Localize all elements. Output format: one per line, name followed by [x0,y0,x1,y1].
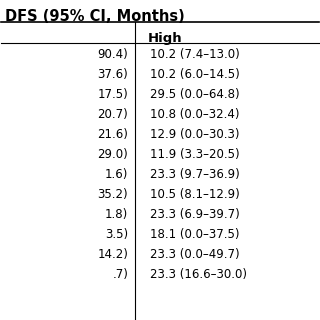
Text: 10.5 (8.1–12.9): 10.5 (8.1–12.9) [150,188,240,201]
Text: 11.9 (3.3–20.5): 11.9 (3.3–20.5) [150,148,240,161]
Text: 18.1 (0.0–37.5): 18.1 (0.0–37.5) [150,228,240,241]
Text: 90.4): 90.4) [98,48,128,61]
Text: 29.0): 29.0) [98,148,128,161]
Text: 17.5): 17.5) [98,88,128,101]
Text: 21.6): 21.6) [97,128,128,141]
Text: DFS (95% CI, Months): DFS (95% CI, Months) [4,9,184,24]
Text: 14.2): 14.2) [97,248,128,261]
Text: 10.2 (7.4–13.0): 10.2 (7.4–13.0) [150,48,240,61]
Text: 23.3 (6.9–39.7): 23.3 (6.9–39.7) [150,208,240,221]
Text: 20.7): 20.7) [98,108,128,121]
Text: High: High [147,32,182,44]
Text: 12.9 (0.0–30.3): 12.9 (0.0–30.3) [150,128,240,141]
Text: 10.8 (0.0–32.4): 10.8 (0.0–32.4) [150,108,240,121]
Text: 37.6): 37.6) [98,68,128,81]
Text: 23.3 (9.7–36.9): 23.3 (9.7–36.9) [150,168,240,181]
Text: 23.3 (0.0–49.7): 23.3 (0.0–49.7) [150,248,240,261]
Text: 35.2): 35.2) [98,188,128,201]
Text: 1.8): 1.8) [105,208,128,221]
Text: 23.3 (16.6–30.0): 23.3 (16.6–30.0) [150,268,247,281]
Text: 10.2 (6.0–14.5): 10.2 (6.0–14.5) [150,68,240,81]
Text: 3.5): 3.5) [105,228,128,241]
Text: 29.5 (0.0–64.8): 29.5 (0.0–64.8) [150,88,240,101]
Text: .7): .7) [112,268,128,281]
Text: 1.6): 1.6) [105,168,128,181]
